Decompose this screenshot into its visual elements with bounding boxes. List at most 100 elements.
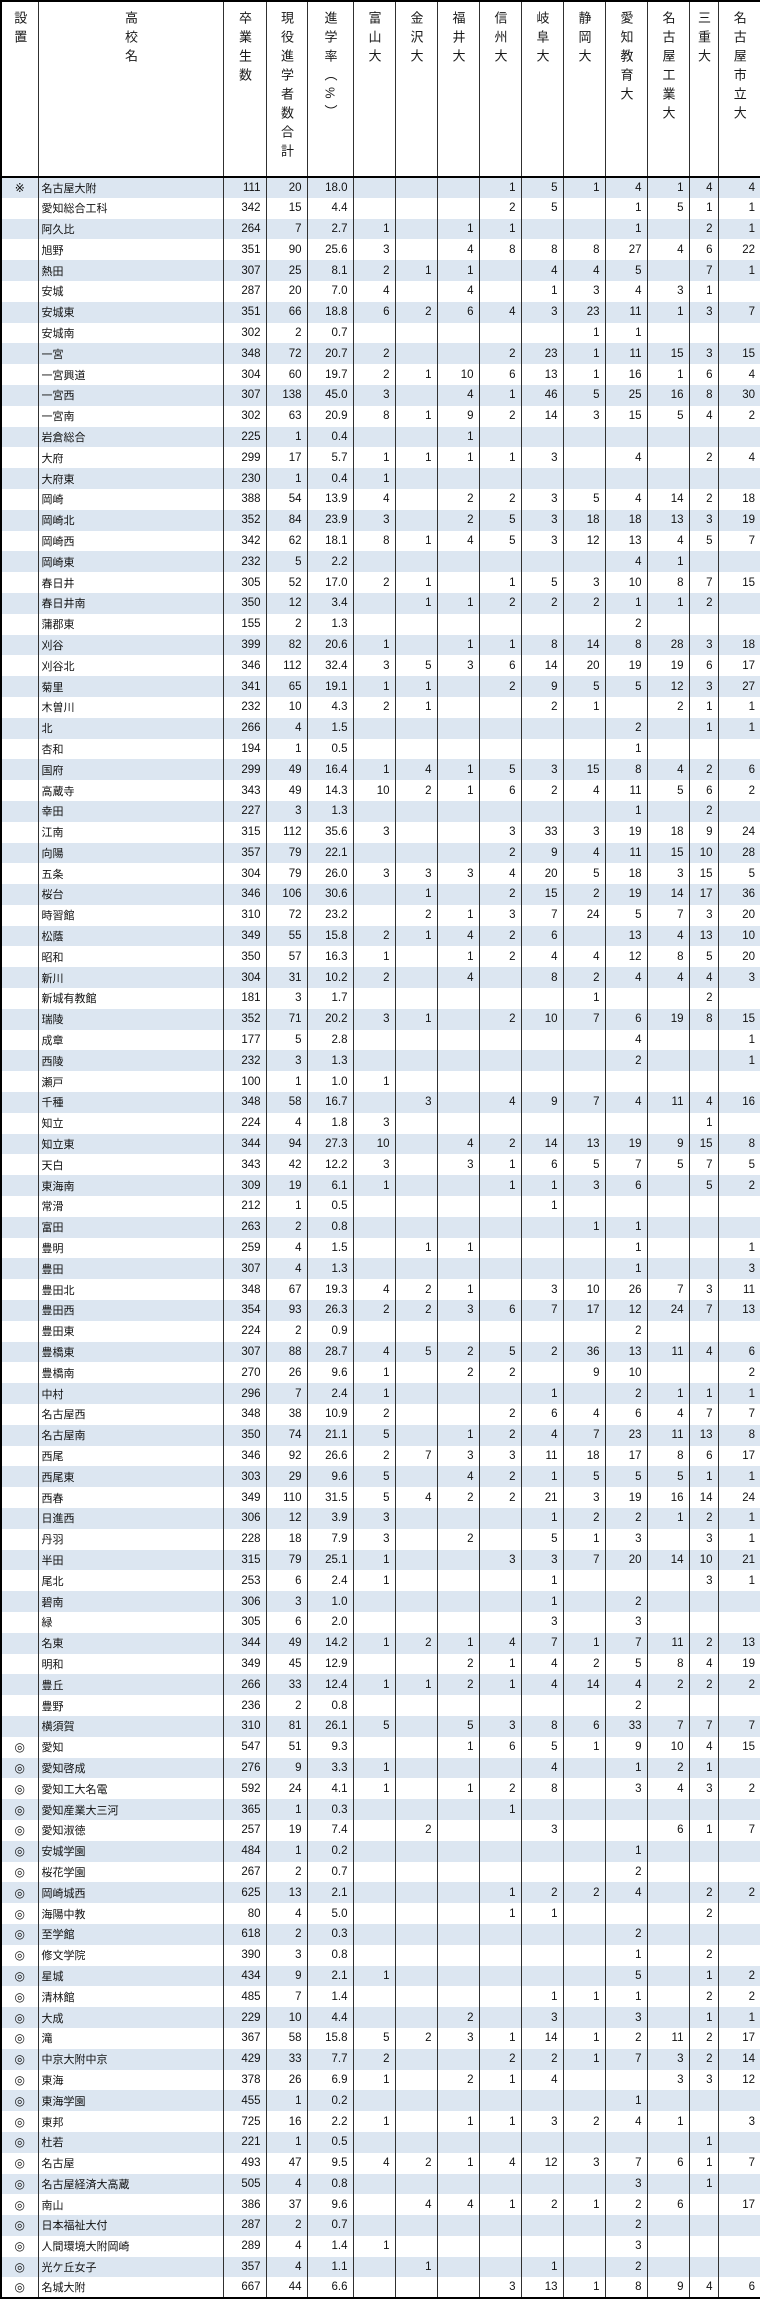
cell-nagoya-shiritsu: 1 [718, 717, 760, 739]
cell-fukui: 1 [437, 904, 480, 926]
cell-gifu [521, 613, 564, 635]
cell-gifu: 3 [521, 509, 564, 531]
cell-shinshu: 1 [479, 2194, 522, 2216]
cell-school-name: 五条 [38, 863, 224, 885]
cell-advancers-total: 19 [266, 1819, 308, 1841]
cell-gifu: 2 [521, 2194, 564, 2216]
cell-nagoya-shiritsu [718, 1757, 760, 1779]
cell-shizuoka: 1 [563, 322, 606, 344]
cell-mie: 4 [689, 1341, 719, 1363]
cell-advancers-total: 71 [266, 1008, 308, 1030]
cell-nagoya-shiritsu: 1 [748, 1034, 755, 1047]
cell-shizuoka [563, 1320, 606, 1342]
cell-shinshu: 5 [479, 759, 522, 781]
cell-nagoya-shiritsu: 3 [718, 1258, 760, 1280]
cell-advancement-rate: 0.9 [307, 1320, 354, 1342]
cell-shinshu [479, 1237, 522, 1259]
cell-shizuoka: 12 [563, 530, 606, 552]
cell-school-name: 知立東 [38, 1133, 224, 1155]
cell-nagoya-shiritsu: 7 [718, 1715, 760, 1737]
cell-graduates: 296 [223, 1383, 267, 1405]
cell-advancement-rate: 14.2 [307, 1632, 354, 1654]
header-current-advancers-total: 現役進学者数合計 [266, 1, 308, 178]
cell-graduates: 357 [223, 842, 267, 864]
cell-nagoya-kogyo: 1 [647, 1508, 690, 1529]
cell-fukui: 4 [437, 530, 480, 552]
cell-mie: 5 [689, 1175, 719, 1197]
table-row: 半田 315 79 25.1 1 3 3 7 20 14 10 21 [1, 1549, 760, 1571]
cell-nagoya-shiritsu: 1 [748, 701, 755, 714]
cell-establishment-mark: ◎ [1, 2256, 39, 2278]
cell-school-name: 名古屋西 [38, 1404, 224, 1425]
cell-school-name: 旭野 [38, 239, 224, 261]
cell-school-name: 日進西 [38, 1508, 224, 1529]
cell-nagoya-kogyo: 9 [647, 1133, 690, 1155]
cell-shinshu: 1 [479, 2069, 522, 2091]
table-row: 刈谷北 346 112 32.4 3 5 3 6 14 20 19 19 6 17 [1, 655, 760, 677]
cell-kanazawa [395, 1196, 438, 1217]
cell-advancers-total: 79 [266, 842, 308, 864]
cell-toyama: 5 [353, 1424, 396, 1446]
cell-gifu: 3 [521, 301, 564, 323]
cell-school-name: 豊田西 [38, 1300, 224, 1321]
table-row: 中村 296 7 2.4 1 1 2 1 1 1 [1, 1383, 760, 1405]
cell-nagoya-kogyo [647, 218, 690, 240]
cell-kanazawa [395, 551, 438, 573]
cell-fukui [437, 1819, 480, 1841]
cell-graduates: 429 [223, 2048, 267, 2070]
cell-gifu [521, 1320, 564, 1342]
cell-graduates: 225 [223, 426, 267, 448]
cell-fukui: 1 [437, 260, 480, 281]
cell-nagoya-shiritsu: 17 [742, 659, 755, 672]
cell-shinshu [479, 1258, 522, 1280]
cell-fukui: 3 [437, 1300, 480, 1321]
cell-nagoya-shiritsu: 4 [748, 451, 755, 464]
cell-fukui [437, 551, 480, 573]
table-row: ◎ 東邦 725 16 2.2 1 1 1 3 2 4 1 3 [1, 2111, 760, 2132]
cell-fukui: 1 [437, 1632, 480, 1654]
cell-advancement-rate: 18.8 [307, 301, 354, 323]
cell-advancers-total: 26 [266, 1362, 308, 1384]
cell-establishment-mark [1, 1320, 39, 1342]
cell-kanazawa [395, 2069, 438, 2091]
cell-gifu: 1 [521, 1466, 564, 1488]
cell-aichi-kyoiku: 12 [605, 1300, 648, 1321]
cell-fukui [437, 1882, 480, 1904]
cell-advancement-rate: 30.6 [307, 884, 354, 905]
cell-fukui: 4 [437, 967, 480, 989]
table-row: 岡崎西 342 62 18.1 8 1 4 5 3 12 13 4 5 7 [1, 530, 760, 552]
cell-establishment-mark: ◎ [1, 1944, 39, 1966]
cell-advancement-rate: 9.5 [307, 2152, 354, 2174]
cell-aichi-kyoiku: 1 [605, 738, 648, 760]
cell-toyama [353, 592, 396, 614]
table-row: 豊田東 224 2 0.9 2 [1, 1320, 760, 1342]
cell-nagoya-kogyo [647, 1196, 690, 1217]
cell-fukui [437, 717, 480, 739]
cell-graduates: 212 [223, 1196, 267, 1217]
cell-fukui [437, 2235, 480, 2257]
cell-nagoya-kogyo [647, 1570, 690, 1592]
cell-advancement-rate: 19.3 [307, 1279, 354, 1301]
cell-gifu: 5 [521, 1736, 564, 1758]
cell-mie: 4 [689, 1092, 719, 1113]
table-row: 瑞陵 352 71 20.2 3 1 2 10 7 6 19 8 15 [1, 1008, 760, 1030]
cell-advancers-total: 82 [266, 634, 308, 656]
cell-advancement-rate: 20.6 [307, 634, 354, 656]
cell-shinshu: 3 [479, 821, 522, 843]
cell-graduates: 230 [223, 468, 267, 489]
cell-gifu [521, 1965, 564, 1987]
cell-nagoya-kogyo: 4 [647, 239, 690, 261]
header-mie-univ: 三重大 [689, 1, 719, 178]
cell-toyama: 4 [353, 488, 396, 510]
cell-mie: 2 [689, 1944, 719, 1966]
cell-shinshu: 1 [479, 2111, 522, 2132]
cell-school-name: 西陵 [38, 1050, 224, 1072]
cell-kanazawa: 2 [395, 780, 438, 801]
cell-advancers-total: 67 [266, 1279, 308, 1301]
cell-advancement-rate: 5.0 [307, 1903, 354, 1924]
cell-kanazawa [395, 177, 438, 198]
cell-shizuoka [563, 1591, 606, 1612]
cell-graduates: 625 [223, 1882, 267, 1904]
cell-gifu: 13 [521, 2277, 564, 2299]
